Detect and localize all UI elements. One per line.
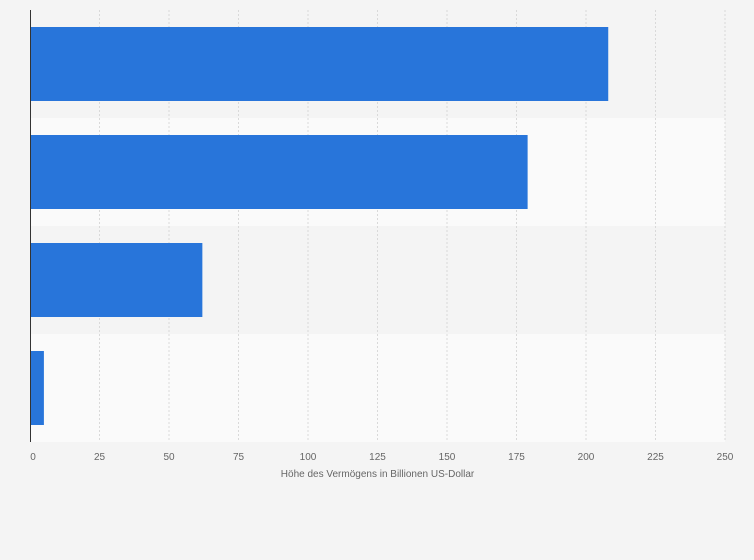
x-tick-label: 250 xyxy=(717,452,734,463)
x-axis-title: Höhe des Vermögens in Billionen US-Dolla… xyxy=(281,469,475,480)
x-tick-label: 125 xyxy=(369,452,386,463)
bar[interactable] xyxy=(30,351,44,425)
x-tick-label: 25 xyxy=(94,452,106,463)
bar[interactable] xyxy=(30,135,528,209)
x-tick-label: 175 xyxy=(508,452,525,463)
x-tick-label: 50 xyxy=(163,452,175,463)
x-tick-label: 75 xyxy=(233,452,245,463)
x-axis-ticks: 0 25 50 75 100 125 150 175 200 225 250 xyxy=(30,452,734,463)
bars xyxy=(30,27,609,425)
x-tick-label: 200 xyxy=(578,452,595,463)
x-tick-label: 225 xyxy=(647,452,664,463)
x-tick-label: 100 xyxy=(300,452,317,463)
x-tick-label: 0 xyxy=(30,452,36,463)
bar[interactable] xyxy=(30,27,609,101)
bar[interactable] xyxy=(30,243,203,317)
x-tick-label: 150 xyxy=(439,452,456,463)
